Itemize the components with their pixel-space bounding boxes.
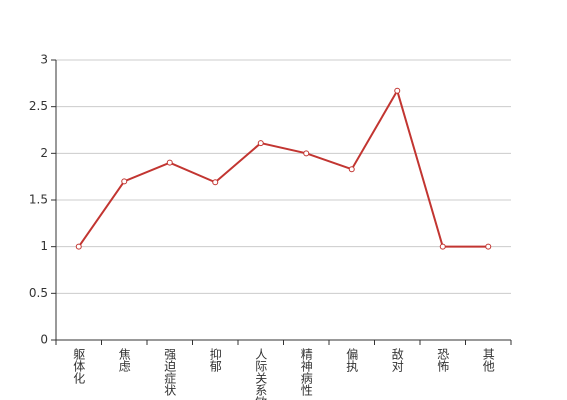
x-tick-label: 躯体化 bbox=[72, 347, 86, 385]
point bbox=[394, 87, 401, 94]
x-tick-label: 抑郁 bbox=[208, 347, 222, 373]
line bbox=[77, 88, 489, 248]
x-tick-label: 其他 bbox=[481, 348, 495, 372]
x-tick-label: 敌对 bbox=[390, 347, 404, 372]
point bbox=[212, 179, 219, 186]
point bbox=[348, 166, 355, 173]
point bbox=[75, 243, 82, 250]
x-tick-label: 偏执 bbox=[345, 347, 359, 373]
y-tick-label: 2.5 bbox=[29, 99, 48, 113]
y-tick-label: 1 bbox=[40, 239, 48, 253]
x-tick-label: 恐怖 bbox=[436, 348, 450, 372]
y-tick-label: 1.5 bbox=[29, 193, 48, 207]
x-tick-label: 强迫症状 bbox=[163, 348, 177, 396]
y-tick-label: 0 bbox=[40, 333, 48, 347]
point bbox=[303, 150, 310, 157]
point bbox=[485, 243, 492, 250]
point bbox=[121, 178, 128, 185]
point bbox=[257, 140, 264, 147]
y-tick-label: 2 bbox=[40, 146, 48, 160]
y-tick-label: 3 bbox=[40, 53, 48, 67]
point bbox=[439, 243, 446, 250]
point bbox=[166, 159, 173, 166]
x-tick-label: 人际关系敏感 bbox=[254, 348, 268, 400]
y-tick-label: 0.5 bbox=[29, 286, 48, 300]
x-tick-label: 焦虑 bbox=[117, 348, 131, 372]
x-tick-label: 精神病性 bbox=[299, 348, 313, 397]
